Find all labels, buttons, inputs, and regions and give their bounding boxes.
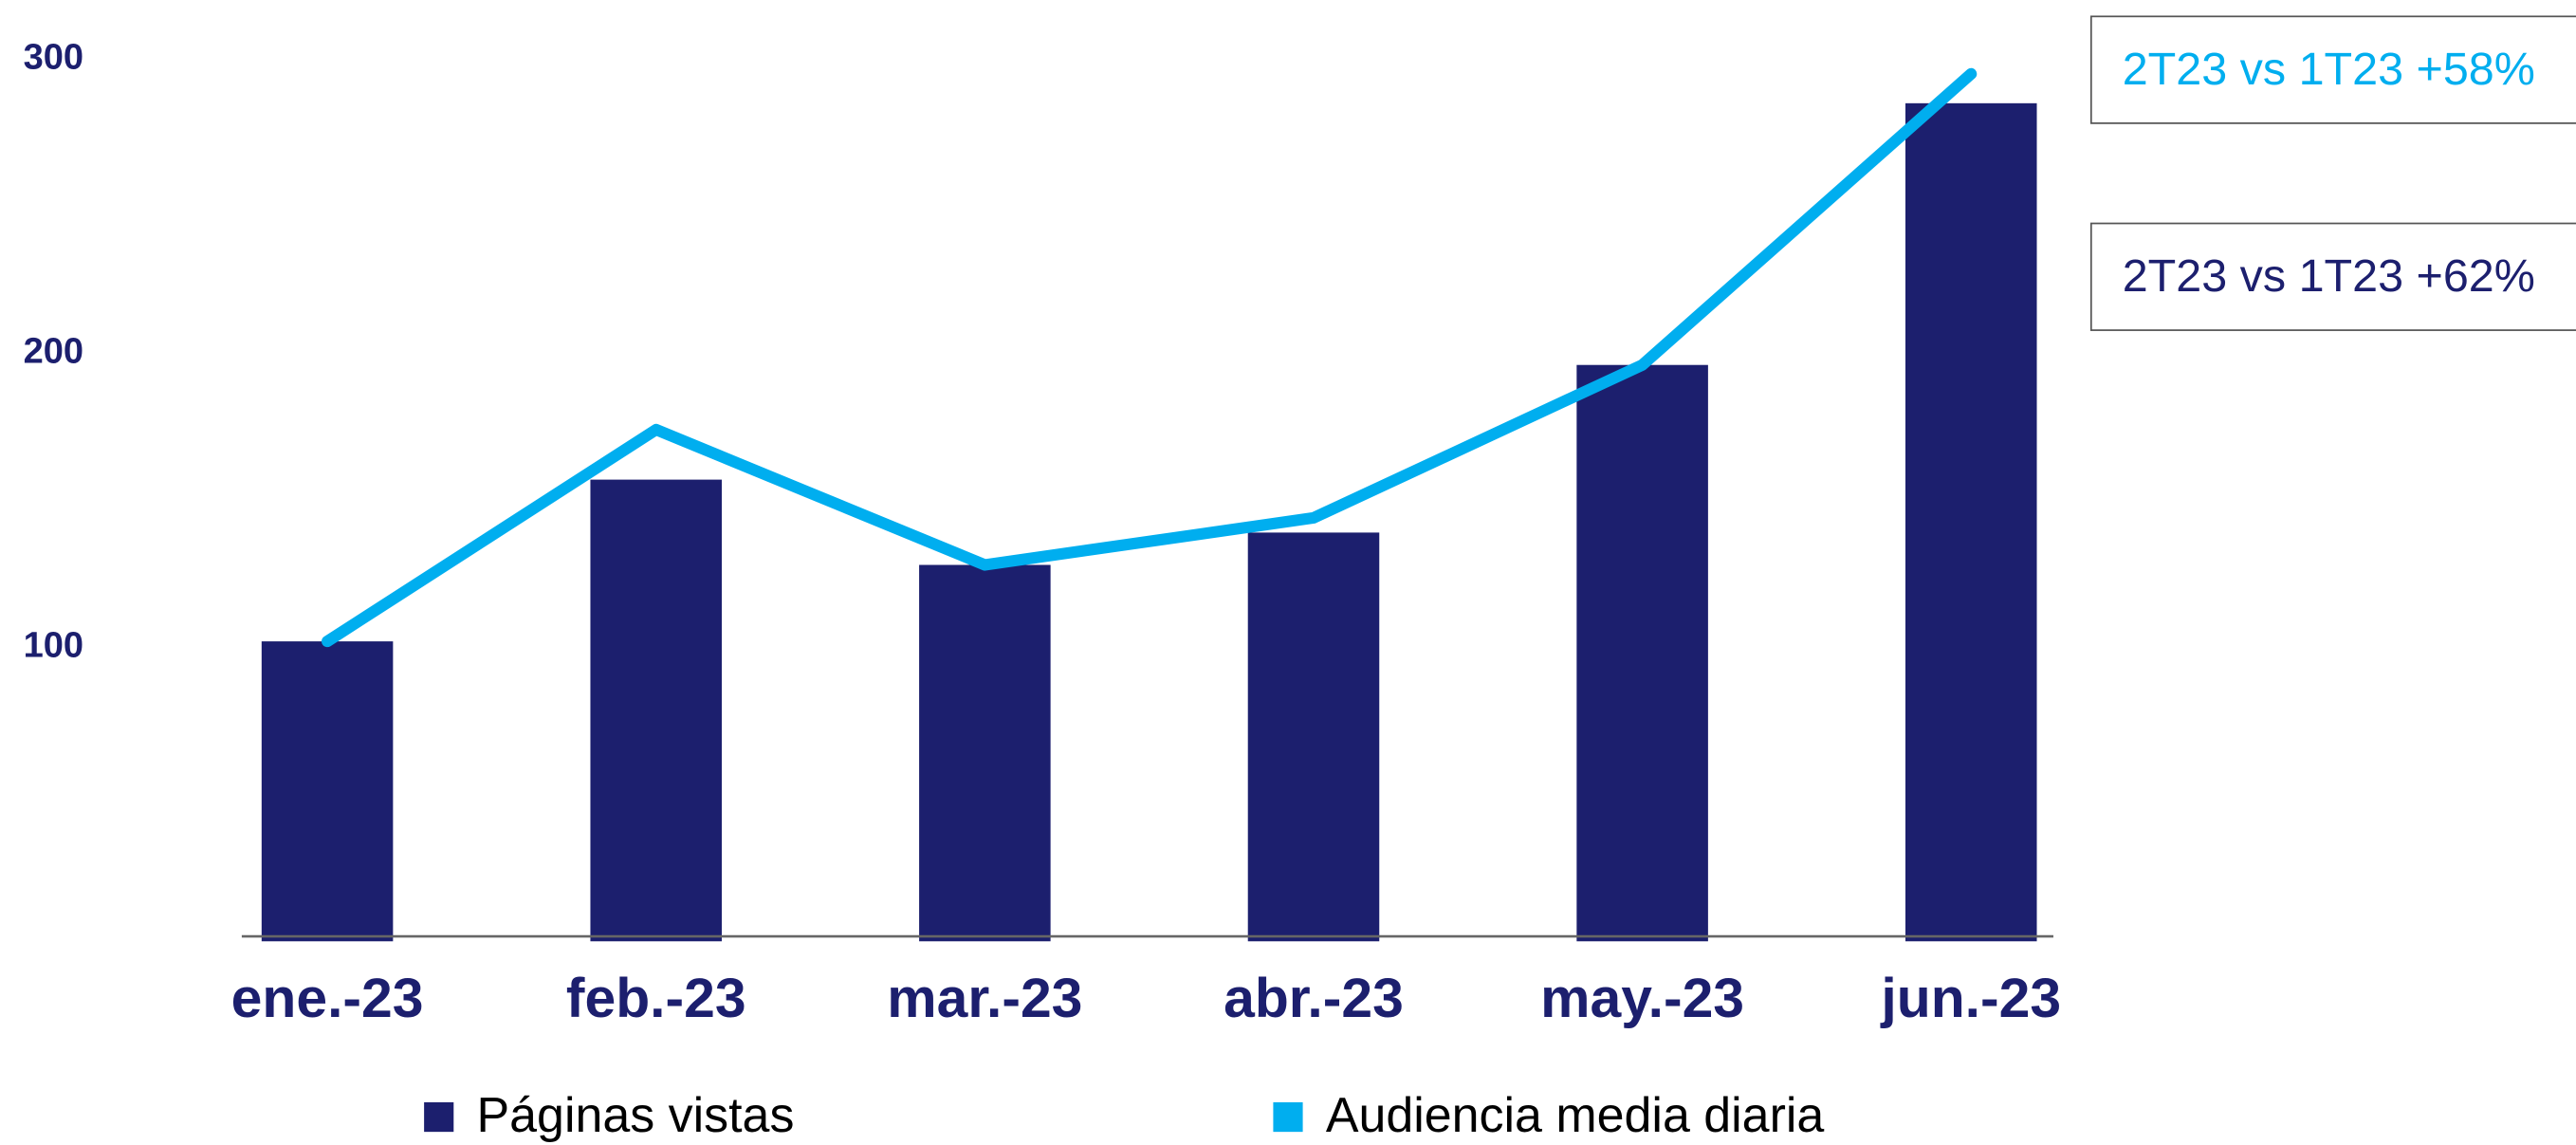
- y-tick-label: 100: [24, 625, 84, 665]
- bar: [919, 564, 1051, 942]
- annotation: 2T23 vs 1T23 +58%: [2123, 44, 2535, 95]
- legend-label: Audiencia media diaria: [1326, 1088, 1825, 1143]
- bar: [1247, 532, 1380, 942]
- line: [322, 67, 1978, 648]
- legend-label: Páginas vistas: [477, 1088, 795, 1143]
- annotation-box: [2089, 15, 2576, 124]
- x-tick-label: abr.-23: [1224, 968, 1404, 1029]
- x-tick-label: mar.-23: [887, 968, 1082, 1029]
- x-tick-label: ene.-23: [231, 968, 424, 1029]
- x-tick-label: may.-23: [1540, 968, 1744, 1029]
- annotation: 2T23 vs 1T23 +62%: [2123, 250, 2535, 302]
- bar: [261, 641, 394, 942]
- y-tick-label: 300: [24, 37, 84, 77]
- bar: [590, 479, 722, 942]
- legend-swatch: [424, 1101, 454, 1133]
- annotation-box: [2089, 222, 2576, 331]
- y-tick-label: 200: [24, 331, 84, 371]
- x-tick-label: feb.-23: [566, 968, 746, 1029]
- bar: [1904, 102, 2037, 942]
- bar: [1576, 364, 1708, 942]
- x-tick-label: jun.-23: [1880, 968, 2061, 1029]
- legend-swatch: [1273, 1101, 1303, 1133]
